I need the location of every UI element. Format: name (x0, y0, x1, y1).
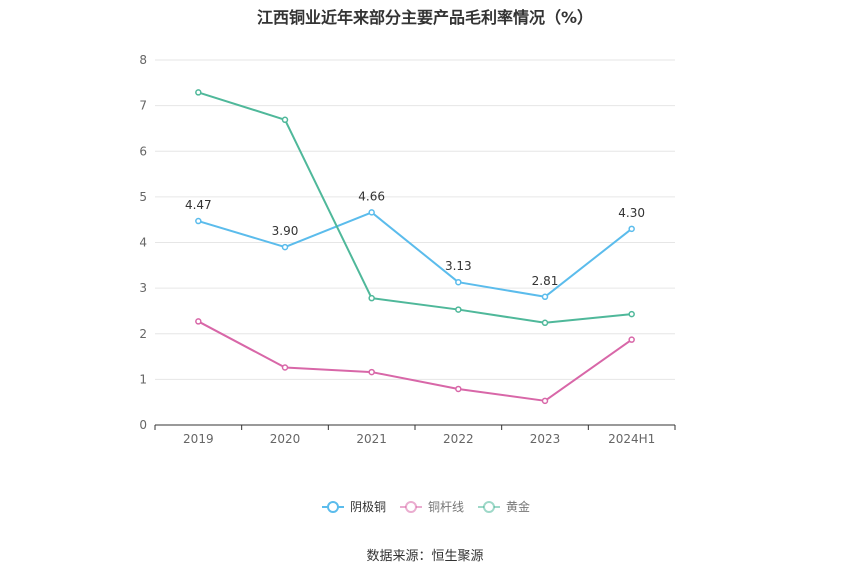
data-point (195, 89, 202, 96)
data-label: 4.66 (358, 189, 385, 203)
data-point (628, 310, 635, 318)
y-tick-label: 8 (139, 53, 147, 67)
data-labels: 4.47 3.90 4.66 3.13 2.81 4.30 (185, 189, 645, 287)
series-line-1 (198, 211, 633, 298)
data-point (455, 306, 462, 313)
data-point (368, 294, 375, 302)
x-tick-label: 2021 (356, 432, 387, 446)
x-tick-label: 2020 (270, 432, 301, 446)
data-point (281, 243, 289, 251)
x-tick-label: 2024H1 (608, 432, 655, 446)
data-point (541, 397, 549, 405)
y-tick-label: 6 (139, 144, 147, 158)
legend-label: 阴极铜 (350, 499, 386, 514)
data-point (628, 336, 635, 343)
data-label: 2.81 (532, 274, 559, 288)
data-point (628, 225, 635, 233)
legend-marker (483, 501, 495, 513)
data-label: 3.13 (445, 259, 472, 273)
data-point (541, 293, 549, 301)
data-label: 4.30 (618, 206, 645, 220)
y-tick-label: 4 (139, 236, 147, 250)
series-line-3 (198, 91, 632, 324)
axes: 0 1 2 3 4 5 6 7 8 2019 2020 2021 2022 2023 2024H1 (139, 53, 676, 446)
y-tick-label: 1 (139, 372, 147, 386)
legend-marker (327, 501, 339, 513)
data-point (455, 278, 462, 286)
data-label: 4.47 (185, 198, 212, 212)
legend: 阴极铜 铜杆线 黄金 (322, 499, 530, 514)
data-point (368, 209, 375, 216)
data-label: 3.90 (272, 224, 299, 238)
grid-lines (155, 59, 675, 380)
data-point (195, 217, 202, 225)
y-tick-label: 7 (139, 99, 147, 113)
data-point (195, 318, 202, 325)
chart-title: 江西铜业近年来部分主要产品毛利率情况（%） (256, 8, 594, 27)
x-tick-label: 2022 (443, 432, 474, 446)
legend-label: 黄金 (506, 499, 530, 514)
legend-label: 铜杆线 (428, 499, 464, 514)
legend-marker (405, 501, 417, 513)
data-point (541, 319, 549, 327)
data-point (455, 385, 462, 393)
y-tick-label: 2 (139, 327, 147, 341)
y-tick-label: 5 (139, 190, 147, 204)
data-point (368, 368, 375, 376)
x-tick-label: 2019 (183, 432, 214, 446)
source-note: 数据来源：恒生聚源 (366, 549, 484, 564)
x-tick-label: 2023 (530, 432, 561, 446)
data-point (281, 116, 289, 124)
y-tick-label: 0 (139, 418, 147, 432)
y-tick-label: 3 (139, 281, 147, 295)
series-line-2 (197, 320, 633, 402)
series-lines (195, 89, 635, 405)
data-point (281, 364, 289, 371)
